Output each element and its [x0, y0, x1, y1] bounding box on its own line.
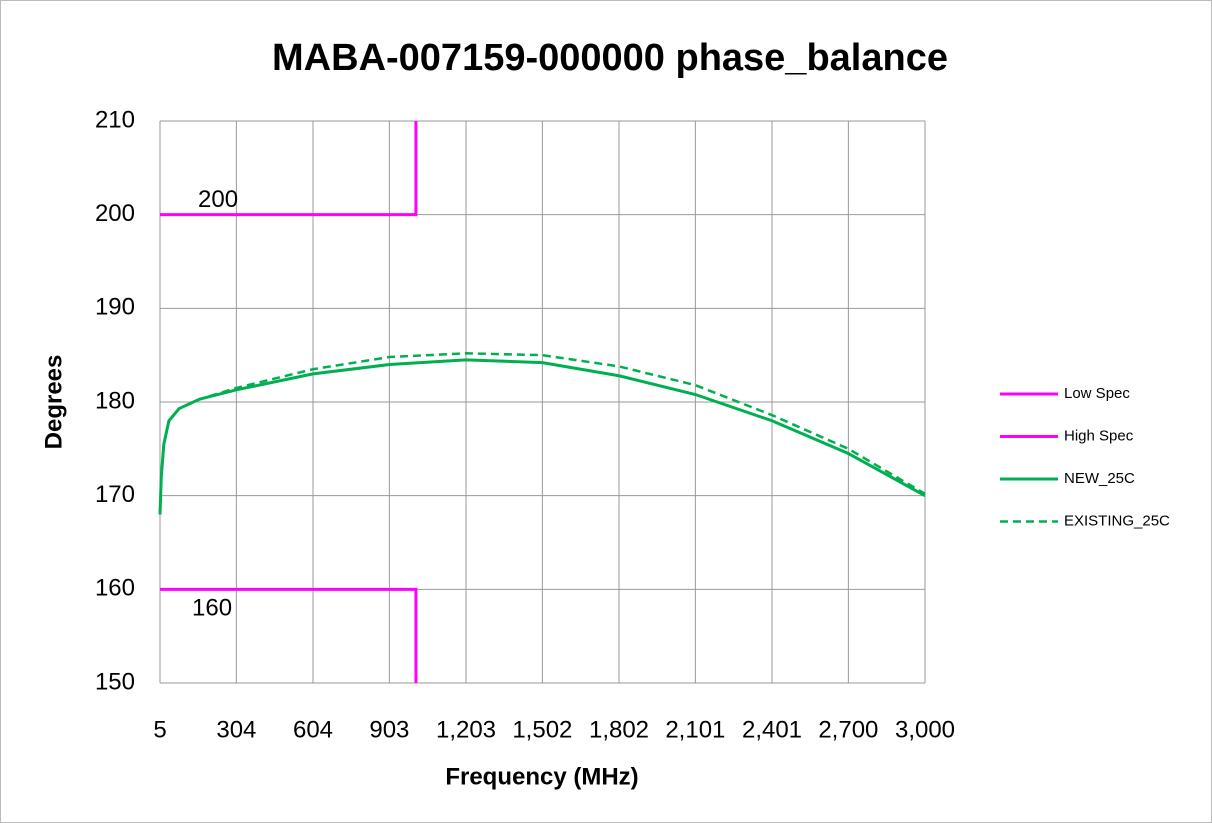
x-tick-label: 903	[369, 716, 409, 743]
y-tick-label: 160	[95, 575, 135, 602]
annotation: 160	[192, 595, 232, 622]
x-tick-label: 2,700	[818, 716, 878, 743]
y-tick-label: 150	[95, 668, 135, 695]
y-tick-label: 200	[95, 200, 135, 227]
x-tick-label: 1,502	[512, 716, 572, 743]
chart-title: MABA-007159-000000 phase_balance	[272, 37, 948, 79]
series-line	[160, 121, 418, 217]
x-tick-label: 304	[216, 716, 256, 743]
y-axis-label: Degrees	[40, 355, 67, 450]
x-tick-label: 1,802	[589, 716, 649, 743]
series-line	[160, 587, 418, 683]
y-tick-label: 170	[95, 481, 135, 508]
y-tick-label: 190	[95, 294, 135, 321]
x-tick-label: 5	[153, 716, 166, 743]
x-tick-label: 2,101	[665, 716, 725, 743]
legend-label: Low Spec	[1064, 385, 1130, 402]
legend-label: High Spec	[1064, 427, 1134, 444]
x-tick-label: 1,203	[436, 716, 496, 743]
y-tick-label: 180	[95, 387, 135, 414]
legend-label: EXISTING_25C	[1064, 512, 1170, 529]
x-tick-label: 2,401	[742, 716, 802, 743]
legend-label: NEW_25C	[1064, 470, 1135, 487]
x-axis-label: Frequency (MHz)	[445, 763, 638, 790]
series-line	[158, 352, 926, 515]
x-tick-label: 604	[293, 716, 333, 743]
annotation: 200	[198, 186, 238, 213]
x-tick-label: 3,000	[895, 716, 955, 743]
y-tick-label: 210	[95, 106, 135, 133]
